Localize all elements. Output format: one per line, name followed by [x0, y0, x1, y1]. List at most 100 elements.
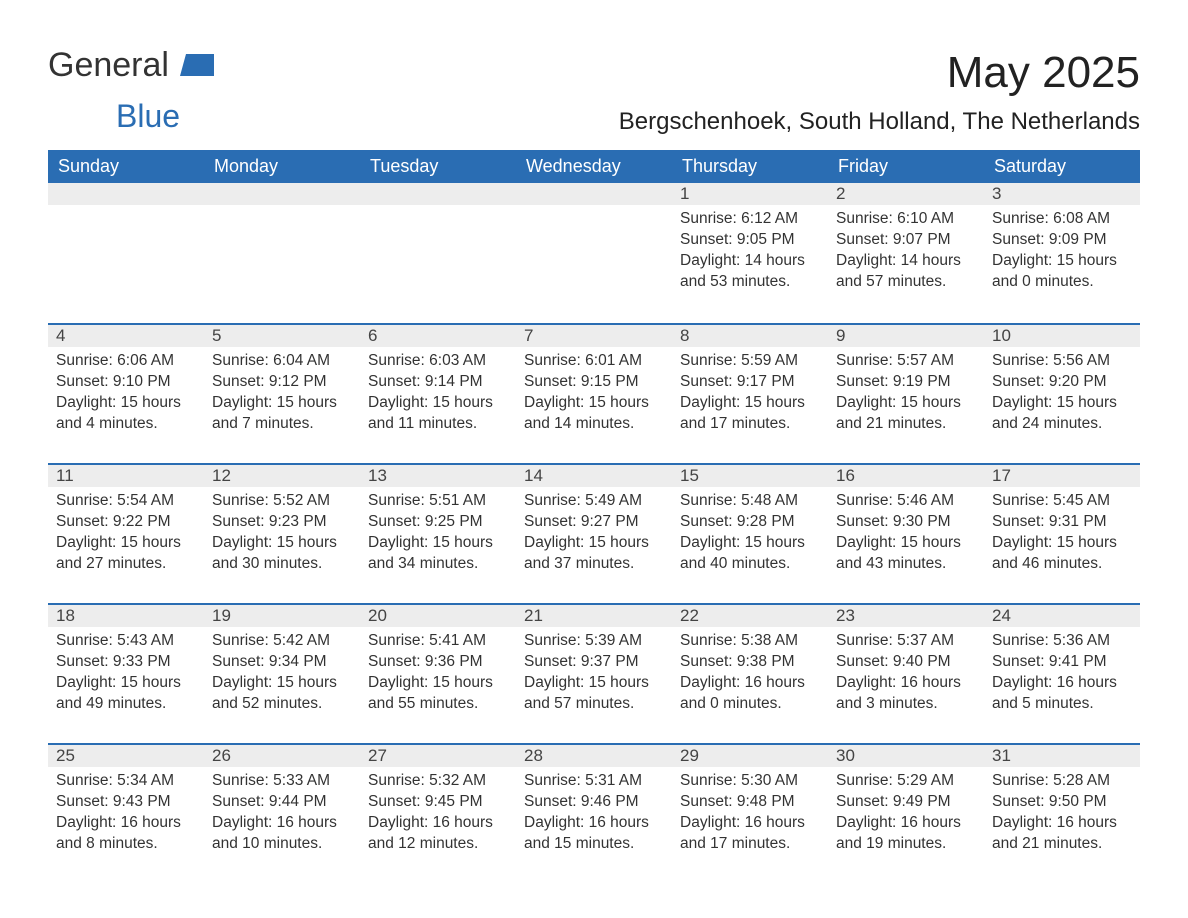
day-number: 8: [672, 323, 828, 347]
month-title: May 2025: [619, 48, 1140, 98]
calendar-cell: 5Sunrise: 6:04 AMSunset: 9:12 PMDaylight…: [204, 323, 360, 463]
sunset-line: Sunset: 9:17 PM: [680, 372, 820, 393]
day-header: Tuesday: [360, 150, 516, 183]
sunrise-line: Sunrise: 5:52 AM: [212, 491, 352, 512]
calendar-cell: 16Sunrise: 5:46 AMSunset: 9:30 PMDayligh…: [828, 463, 984, 603]
calendar-cell: 2Sunrise: 6:10 AMSunset: 9:07 PMDaylight…: [828, 183, 984, 323]
day-details: Sunrise: 5:39 AMSunset: 9:37 PMDaylight:…: [516, 627, 672, 715]
daylight-line: Daylight: 15 hours and 57 minutes.: [524, 673, 664, 715]
sunrise-line: Sunrise: 5:39 AM: [524, 631, 664, 652]
sunrise-line: Sunrise: 6:06 AM: [56, 351, 196, 372]
day-number: 20: [360, 603, 516, 627]
day-details: Sunrise: 5:29 AMSunset: 9:49 PMDaylight:…: [828, 767, 984, 855]
sunrise-line: Sunrise: 5:41 AM: [368, 631, 508, 652]
calendar-cell: 24Sunrise: 5:36 AMSunset: 9:41 PMDayligh…: [984, 603, 1140, 743]
day-details: Sunrise: 6:08 AMSunset: 9:09 PMDaylight:…: [984, 205, 1140, 293]
daylight-line: Daylight: 15 hours and 55 minutes.: [368, 673, 508, 715]
day-number: 12: [204, 463, 360, 487]
day-number: 25: [48, 743, 204, 767]
daylight-line: Daylight: 16 hours and 3 minutes.: [836, 673, 976, 715]
sunrise-line: Sunrise: 6:12 AM: [680, 209, 820, 230]
sunset-line: Sunset: 9:23 PM: [212, 512, 352, 533]
sunset-line: Sunset: 9:10 PM: [56, 372, 196, 393]
calendar-cell: 21Sunrise: 5:39 AMSunset: 9:37 PMDayligh…: [516, 603, 672, 743]
calendar-cell: 15Sunrise: 5:48 AMSunset: 9:28 PMDayligh…: [672, 463, 828, 603]
sunset-line: Sunset: 9:50 PM: [992, 792, 1132, 813]
calendar-cell: 6Sunrise: 6:03 AMSunset: 9:14 PMDaylight…: [360, 323, 516, 463]
day-number: 31: [984, 743, 1140, 767]
empty-daynum-bar: [48, 183, 204, 205]
sunrise-line: Sunrise: 6:03 AM: [368, 351, 508, 372]
day-number: 21: [516, 603, 672, 627]
day-details: Sunrise: 5:43 AMSunset: 9:33 PMDaylight:…: [48, 627, 204, 715]
day-details: Sunrise: 5:42 AMSunset: 9:34 PMDaylight:…: [204, 627, 360, 715]
day-header: Sunday: [48, 150, 204, 183]
empty-daynum-bar: [516, 183, 672, 205]
daylight-line: Daylight: 16 hours and 0 minutes.: [680, 673, 820, 715]
empty-daynum-bar: [204, 183, 360, 205]
day-details: Sunrise: 5:57 AMSunset: 9:19 PMDaylight:…: [828, 347, 984, 435]
day-number: 13: [360, 463, 516, 487]
daylight-line: Daylight: 16 hours and 21 minutes.: [992, 813, 1132, 855]
title-block: May 2025 Bergschenhoek, South Holland, T…: [619, 48, 1140, 150]
day-details: Sunrise: 5:32 AMSunset: 9:45 PMDaylight:…: [360, 767, 516, 855]
calendar-cell: 4Sunrise: 6:06 AMSunset: 9:10 PMDaylight…: [48, 323, 204, 463]
day-details: Sunrise: 5:48 AMSunset: 9:28 PMDaylight:…: [672, 487, 828, 575]
day-header: Friday: [828, 150, 984, 183]
day-number: 14: [516, 463, 672, 487]
daylight-line: Daylight: 14 hours and 53 minutes.: [680, 251, 820, 293]
day-number: 24: [984, 603, 1140, 627]
calendar-cell: 18Sunrise: 5:43 AMSunset: 9:33 PMDayligh…: [48, 603, 204, 743]
sunrise-line: Sunrise: 5:56 AM: [992, 351, 1132, 372]
sunrise-line: Sunrise: 5:43 AM: [56, 631, 196, 652]
day-number: 22: [672, 603, 828, 627]
day-number: 30: [828, 743, 984, 767]
daylight-line: Daylight: 15 hours and 27 minutes.: [56, 533, 196, 575]
calendar-cell: [204, 183, 360, 323]
day-details: Sunrise: 5:56 AMSunset: 9:20 PMDaylight:…: [984, 347, 1140, 435]
daylight-line: Daylight: 16 hours and 12 minutes.: [368, 813, 508, 855]
calendar-cell: 30Sunrise: 5:29 AMSunset: 9:49 PMDayligh…: [828, 743, 984, 883]
day-details: Sunrise: 5:41 AMSunset: 9:36 PMDaylight:…: [360, 627, 516, 715]
sunrise-line: Sunrise: 6:08 AM: [992, 209, 1132, 230]
logo-text-2: Blue: [44, 100, 180, 132]
day-number: 18: [48, 603, 204, 627]
day-header: Thursday: [672, 150, 828, 183]
sunset-line: Sunset: 9:43 PM: [56, 792, 196, 813]
day-details: Sunrise: 5:28 AMSunset: 9:50 PMDaylight:…: [984, 767, 1140, 855]
daylight-line: Daylight: 15 hours and 37 minutes.: [524, 533, 664, 575]
sunset-line: Sunset: 9:38 PM: [680, 652, 820, 673]
daylight-line: Daylight: 15 hours and 49 minutes.: [56, 673, 196, 715]
day-details: Sunrise: 6:04 AMSunset: 9:12 PMDaylight:…: [204, 347, 360, 435]
calendar-row: 25Sunrise: 5:34 AMSunset: 9:43 PMDayligh…: [48, 743, 1140, 883]
calendar-cell: 14Sunrise: 5:49 AMSunset: 9:27 PMDayligh…: [516, 463, 672, 603]
day-number: 7: [516, 323, 672, 347]
sunset-line: Sunset: 9:46 PM: [524, 792, 664, 813]
calendar-cell: 1Sunrise: 6:12 AMSunset: 9:05 PMDaylight…: [672, 183, 828, 323]
calendar-cell: 9Sunrise: 5:57 AMSunset: 9:19 PMDaylight…: [828, 323, 984, 463]
daylight-line: Daylight: 16 hours and 17 minutes.: [680, 813, 820, 855]
sunrise-line: Sunrise: 5:42 AM: [212, 631, 352, 652]
daylight-line: Daylight: 16 hours and 5 minutes.: [992, 673, 1132, 715]
empty-daynum-bar: [360, 183, 516, 205]
day-details: Sunrise: 5:54 AMSunset: 9:22 PMDaylight:…: [48, 487, 204, 575]
calendar-row: 1Sunrise: 6:12 AMSunset: 9:05 PMDaylight…: [48, 183, 1140, 323]
day-number: 3: [984, 183, 1140, 205]
day-details: Sunrise: 6:12 AMSunset: 9:05 PMDaylight:…: [672, 205, 828, 293]
sunset-line: Sunset: 9:07 PM: [836, 230, 976, 251]
day-number: 6: [360, 323, 516, 347]
sunrise-line: Sunrise: 5:33 AM: [212, 771, 352, 792]
day-number: 29: [672, 743, 828, 767]
calendar-cell: 25Sunrise: 5:34 AMSunset: 9:43 PMDayligh…: [48, 743, 204, 883]
calendar-header-row: SundayMondayTuesdayWednesdayThursdayFrid…: [48, 150, 1140, 183]
sunset-line: Sunset: 9:33 PM: [56, 652, 196, 673]
sunrise-line: Sunrise: 5:31 AM: [524, 771, 664, 792]
day-details: Sunrise: 5:37 AMSunset: 9:40 PMDaylight:…: [828, 627, 984, 715]
daylight-line: Daylight: 15 hours and 21 minutes.: [836, 393, 976, 435]
daylight-line: Daylight: 16 hours and 8 minutes.: [56, 813, 196, 855]
calendar-cell: [360, 183, 516, 323]
logo-triangle-icon: [180, 54, 214, 76]
sunrise-line: Sunrise: 5:54 AM: [56, 491, 196, 512]
calendar-cell: 12Sunrise: 5:52 AMSunset: 9:23 PMDayligh…: [204, 463, 360, 603]
calendar-cell: 13Sunrise: 5:51 AMSunset: 9:25 PMDayligh…: [360, 463, 516, 603]
